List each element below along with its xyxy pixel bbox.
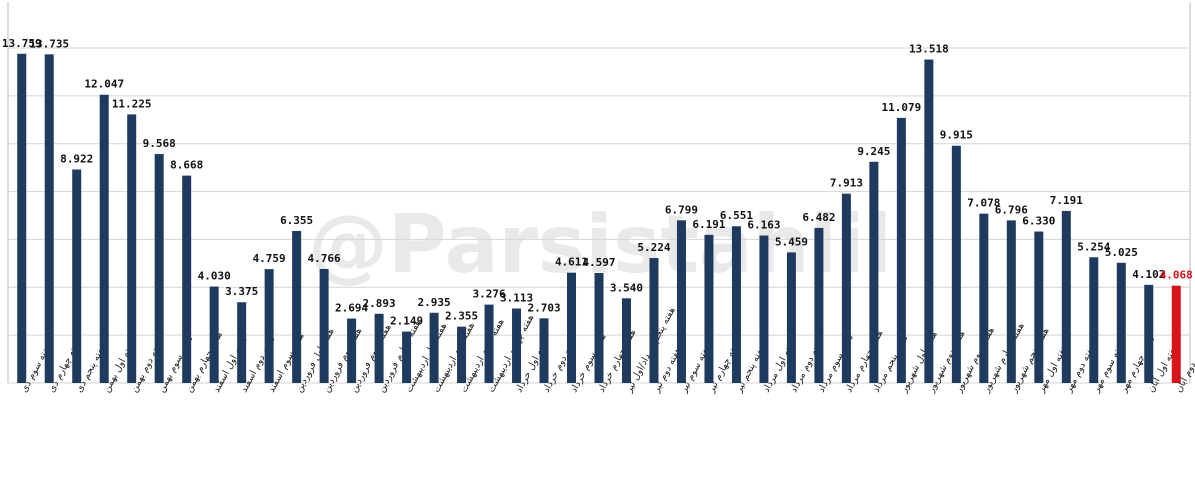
value-label: 2.149 xyxy=(390,315,423,328)
value-label: 5.459 xyxy=(775,235,808,248)
value-label: 9.245 xyxy=(857,145,890,158)
bar xyxy=(594,273,604,383)
value-label: 2.893 xyxy=(363,297,396,310)
bar xyxy=(1116,262,1126,383)
bar xyxy=(374,313,384,383)
bar xyxy=(182,175,192,383)
bar xyxy=(429,312,439,383)
bar xyxy=(869,161,879,383)
bar xyxy=(99,94,109,384)
value-label: 3.540 xyxy=(610,281,643,294)
value-label: 4.102 xyxy=(1132,268,1165,281)
value-label: 2.694 xyxy=(335,302,368,315)
value-label: 3.375 xyxy=(225,285,258,298)
bar xyxy=(512,308,522,383)
bar xyxy=(896,117,906,383)
value-label: 6.330 xyxy=(1022,215,1055,228)
value-label: 8.922 xyxy=(60,153,93,166)
bar xyxy=(786,252,796,383)
value-label: 13.518 xyxy=(909,43,949,56)
value-label: 3.113 xyxy=(500,292,533,305)
bar xyxy=(17,53,27,383)
value-label: 9.568 xyxy=(143,137,176,150)
bar xyxy=(1061,210,1071,383)
value-label: 7.913 xyxy=(830,177,863,190)
bar xyxy=(814,227,824,383)
value-label: 4.597 xyxy=(582,256,615,269)
bar xyxy=(539,318,549,383)
bar xyxy=(319,268,329,383)
bar xyxy=(237,302,247,383)
bar xyxy=(841,193,851,383)
bar xyxy=(484,304,494,383)
value-label: 9.915 xyxy=(940,129,973,142)
bar xyxy=(1089,257,1099,383)
value-label: 6.163 xyxy=(747,219,780,232)
value-label: 4.030 xyxy=(198,270,231,283)
value-label: 2.355 xyxy=(445,310,478,323)
value-label: 4.611 xyxy=(555,256,588,269)
bar xyxy=(209,286,219,383)
bar xyxy=(402,331,412,383)
bar xyxy=(924,59,934,384)
bar xyxy=(621,298,631,383)
value-label: 4.766 xyxy=(308,252,341,265)
bar xyxy=(347,318,357,383)
value-label: 6.799 xyxy=(665,203,698,216)
value-label: 11.079 xyxy=(881,101,921,114)
bar xyxy=(649,257,659,383)
bar xyxy=(731,226,741,383)
bar xyxy=(1144,284,1154,383)
value-label: 13.759 xyxy=(2,37,42,50)
bar xyxy=(704,234,714,383)
value-label: 12.047 xyxy=(84,78,124,91)
value-label: 8.668 xyxy=(170,159,203,172)
bar xyxy=(676,220,686,383)
value-label: 7.191 xyxy=(1050,194,1083,207)
value-label: 5.025 xyxy=(1105,246,1138,259)
value-label: 6.796 xyxy=(995,203,1028,216)
value-label: 2.935 xyxy=(418,296,451,309)
value-label: 6.482 xyxy=(802,211,835,224)
bar xyxy=(457,326,467,383)
bar xyxy=(759,235,769,383)
value-label: 6.355 xyxy=(280,214,313,227)
bar xyxy=(567,272,577,383)
bar xyxy=(951,145,961,383)
bar xyxy=(1171,285,1181,383)
bar xyxy=(1006,220,1016,383)
bar xyxy=(292,230,302,383)
bar xyxy=(127,114,137,383)
value-label: 5.224 xyxy=(637,241,670,254)
bar xyxy=(72,169,82,383)
value-label: 6.191 xyxy=(692,218,725,231)
bar xyxy=(1034,231,1044,383)
value-label: 4.759 xyxy=(253,252,286,265)
value-label: 7.078 xyxy=(967,197,1000,210)
value-label: 5.254 xyxy=(1077,240,1110,253)
bar xyxy=(264,269,274,383)
bar xyxy=(44,54,54,384)
value-label: 11.225 xyxy=(112,97,152,110)
value-label: 3.276 xyxy=(472,288,505,301)
value-label: 2.703 xyxy=(527,301,560,314)
value-label: 4.068 xyxy=(1160,269,1193,282)
value-label: 13.735 xyxy=(29,37,69,50)
bar xyxy=(979,213,989,383)
bar xyxy=(154,154,164,383)
value-label: 6.551 xyxy=(720,209,753,222)
